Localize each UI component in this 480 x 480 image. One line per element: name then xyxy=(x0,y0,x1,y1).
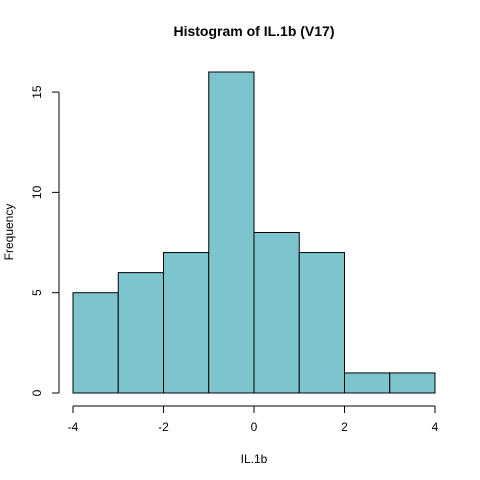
x-tick-label: 0 xyxy=(251,420,258,434)
histogram-bar xyxy=(253,232,300,394)
histogram-bar xyxy=(163,252,210,394)
histogram-bar xyxy=(389,372,436,394)
y-axis-label: Frequency xyxy=(2,204,16,261)
histogram-bar xyxy=(298,252,345,394)
bars-group xyxy=(72,71,436,394)
histogram-bar xyxy=(208,71,255,394)
x-axis: -4 -2 0 2 4 xyxy=(68,405,439,434)
x-tick-label: 2 xyxy=(341,420,348,434)
histogram-bar xyxy=(344,372,391,394)
y-tick-label: 10 xyxy=(30,185,44,199)
x-tick-label: -2 xyxy=(158,420,169,434)
chart-title: Histogram of IL.1b (V17) xyxy=(173,23,334,39)
histogram-bar xyxy=(117,272,164,394)
y-tick-label: 15 xyxy=(30,85,44,99)
x-tick-label: -4 xyxy=(68,420,79,434)
histogram-bar xyxy=(72,292,119,394)
y-tick-label: 5 xyxy=(30,289,44,296)
y-axis: 0 5 10 15 xyxy=(30,85,60,396)
x-tick-label: 4 xyxy=(432,420,439,434)
y-tick-label: 0 xyxy=(30,389,44,396)
x-axis-label: IL.1b xyxy=(241,452,268,466)
